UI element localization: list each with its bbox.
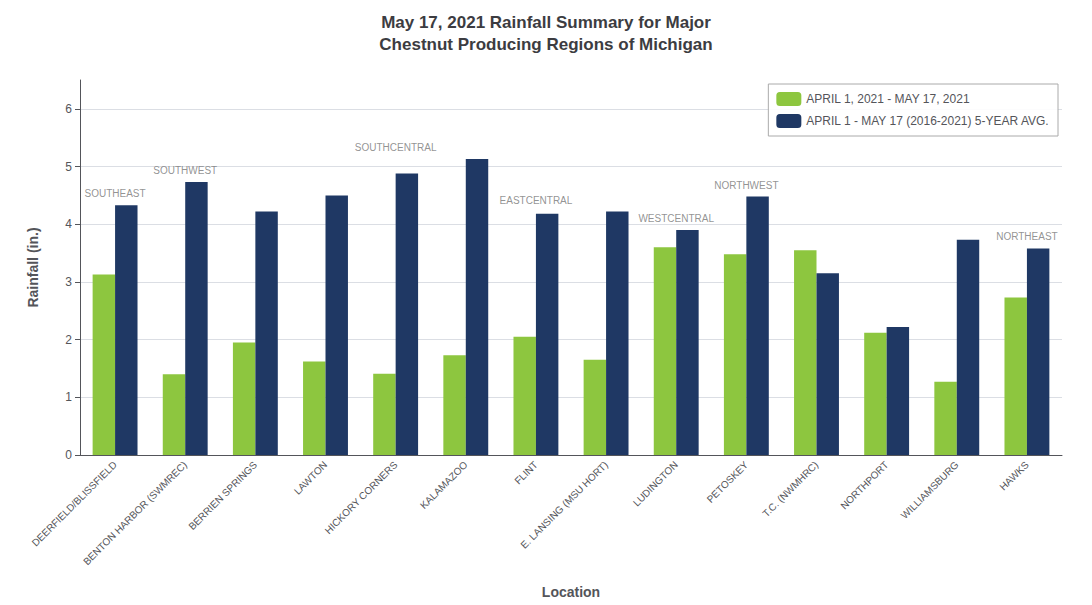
- svg-text:Location: Location: [542, 584, 600, 600]
- svg-text:PETOSKEY: PETOSKEY: [705, 459, 751, 505]
- svg-text:BENTON HARBOR (SWMREC): BENTON HARBOR (SWMREC): [81, 459, 189, 567]
- svg-text:SOUTHCENTRAL: SOUTHCENTRAL: [355, 142, 437, 153]
- svg-text:3: 3: [65, 275, 72, 289]
- svg-text:HAWKS: HAWKS: [997, 459, 1031, 493]
- svg-text:4: 4: [65, 217, 72, 231]
- svg-text:SOUTHWEST: SOUTHWEST: [153, 165, 217, 176]
- svg-text:0: 0: [65, 448, 72, 462]
- svg-text:FLINT: FLINT: [512, 459, 539, 486]
- svg-text:1: 1: [65, 390, 72, 404]
- svg-text:5: 5: [65, 160, 72, 174]
- svg-text:WILLIAMSBURG: WILLIAMSBURG: [899, 459, 961, 521]
- svg-text:SOUTHEAST: SOUTHEAST: [85, 188, 146, 199]
- svg-text:Rainfall (in.): Rainfall (in.): [25, 227, 41, 307]
- svg-text:6: 6: [65, 102, 72, 116]
- svg-text:NORTHEAST: NORTHEAST: [996, 231, 1058, 242]
- svg-text:BERRIEN SPRINGS: BERRIEN SPRINGS: [186, 459, 259, 532]
- svg-text:2: 2: [65, 333, 72, 347]
- svg-text:APRIL 1 - MAY 17 (2016-2021) 5: APRIL 1 - MAY 17 (2016-2021) 5-YEAR AVG.: [806, 114, 1048, 128]
- svg-text:KALAMAZOO: KALAMAZOO: [418, 459, 470, 511]
- svg-text:Chestnut Producing Regions of: Chestnut Producing Regions of Michigan: [379, 35, 712, 54]
- svg-text:E. LANSING (MSU HORT): E. LANSING (MSU HORT): [518, 459, 610, 551]
- svg-text:APRIL 1, 2021 - MAY 17, 2021: APRIL 1, 2021 - MAY 17, 2021: [806, 92, 970, 106]
- svg-text:LUDINGTON: LUDINGTON: [631, 459, 680, 508]
- svg-text:LAWTON: LAWTON: [292, 459, 330, 497]
- svg-text:T.C. (NWMHRC): T.C. (NWMHRC): [760, 459, 820, 519]
- svg-text:May 17, 2021 Rainfall Summary: May 17, 2021 Rainfall Summary for Major: [381, 13, 711, 32]
- svg-text:EASTCENTRAL: EASTCENTRAL: [500, 195, 573, 206]
- svg-text:NORTHWEST: NORTHWEST: [714, 180, 778, 191]
- svg-text:HICKORY CORNERS: HICKORY CORNERS: [323, 459, 400, 536]
- svg-text:NORTHPORT: NORTHPORT: [838, 459, 890, 511]
- svg-text:DEERFIELD/BLISSFIELD: DEERFIELD/BLISSFIELD: [29, 459, 119, 549]
- svg-text:WESTCENTRAL: WESTCENTRAL: [638, 213, 714, 224]
